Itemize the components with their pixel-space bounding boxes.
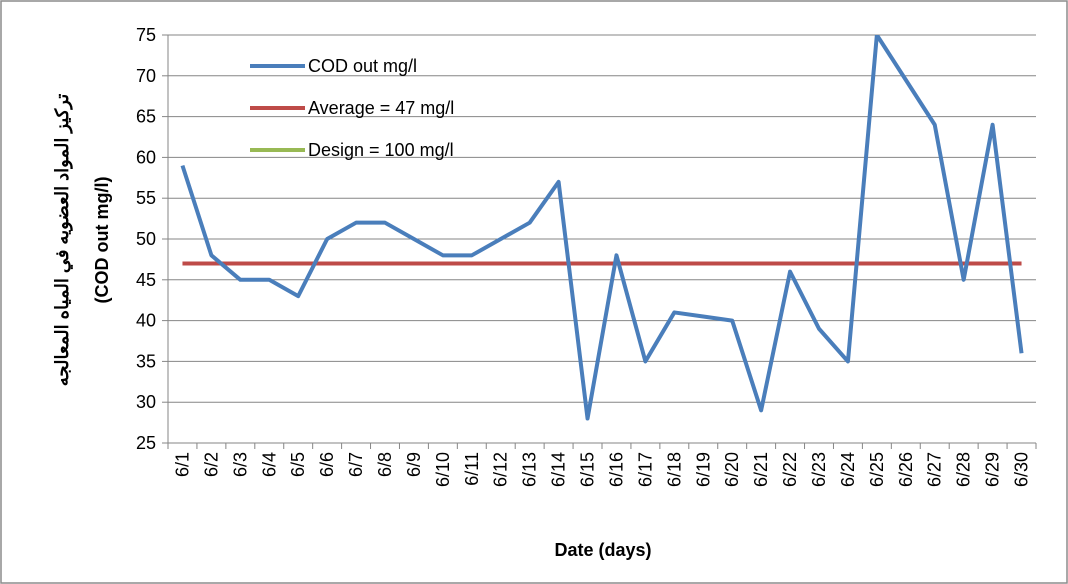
y-axis-title: (COD out mg/l) bbox=[92, 177, 112, 304]
x-tick-label: 6/23 bbox=[809, 452, 829, 487]
legend-label: COD out mg/l bbox=[308, 56, 417, 76]
x-tick-label: 6/2 bbox=[201, 452, 221, 477]
x-tick-label: 6/27 bbox=[925, 452, 945, 487]
x-tick-label: 6/18 bbox=[664, 452, 684, 487]
x-tick-label: 6/16 bbox=[606, 452, 626, 487]
x-tick-label: 6/19 bbox=[693, 452, 713, 487]
x-tick-label: 6/28 bbox=[954, 452, 974, 487]
x-tick-label: 6/20 bbox=[722, 452, 742, 487]
x-tick-label: 6/17 bbox=[635, 452, 655, 487]
y-tick-label: 60 bbox=[136, 147, 156, 167]
y-tick-label: 45 bbox=[136, 270, 156, 290]
plot-area bbox=[180, 35, 1024, 421]
legend-label: Design = 100 mg/l bbox=[308, 140, 454, 160]
y-tick-label: 55 bbox=[136, 188, 156, 208]
y-tick-label: 25 bbox=[136, 433, 156, 453]
y-tick-label: 50 bbox=[136, 229, 156, 249]
y-tick-label: 75 bbox=[136, 25, 156, 45]
x-axis-title: Date (days) bbox=[554, 540, 651, 560]
x-tick-label: 6/26 bbox=[896, 452, 916, 487]
x-tick-label: 6/9 bbox=[404, 452, 424, 477]
x-tick-label: 6/4 bbox=[259, 452, 279, 477]
legend-label: Average = 47 mg/l bbox=[308, 98, 454, 118]
x-tick-label: 6/22 bbox=[780, 452, 800, 487]
y-tick-label: 35 bbox=[136, 351, 156, 371]
x-tick-label: 6/7 bbox=[346, 452, 366, 477]
x-tick-label: 6/3 bbox=[230, 452, 250, 477]
x-tick-label: 6/1 bbox=[172, 452, 192, 477]
x-tick-label: 6/30 bbox=[1012, 452, 1032, 487]
x-tick-label: 6/10 bbox=[433, 452, 453, 487]
x-tick-label: 6/14 bbox=[549, 452, 569, 487]
y-tick-label: 70 bbox=[136, 66, 156, 86]
y-axis-title: تركيز المواد العضويه في المياه المعالجه bbox=[52, 94, 73, 386]
x-tick-label: 6/25 bbox=[867, 452, 887, 487]
y-tick-label: 30 bbox=[136, 392, 156, 412]
x-tick-label: 6/29 bbox=[983, 452, 1003, 487]
x-tick-label: 6/6 bbox=[317, 452, 337, 477]
x-tick-label: 6/21 bbox=[751, 452, 771, 487]
y-tick-label: 65 bbox=[136, 107, 156, 127]
x-tick-label: 6/15 bbox=[578, 452, 598, 487]
y-tick-label: 40 bbox=[136, 311, 156, 331]
x-tick-label: 6/13 bbox=[520, 452, 540, 487]
x-tick-label: 6/8 bbox=[375, 452, 395, 477]
x-tick-label: 6/12 bbox=[491, 452, 511, 487]
x-tick-label: 6/24 bbox=[838, 452, 858, 487]
x-tick-label: 6/5 bbox=[288, 452, 308, 477]
x-tick-label: 6/11 bbox=[462, 452, 482, 486]
series-line bbox=[180, 35, 1024, 421]
